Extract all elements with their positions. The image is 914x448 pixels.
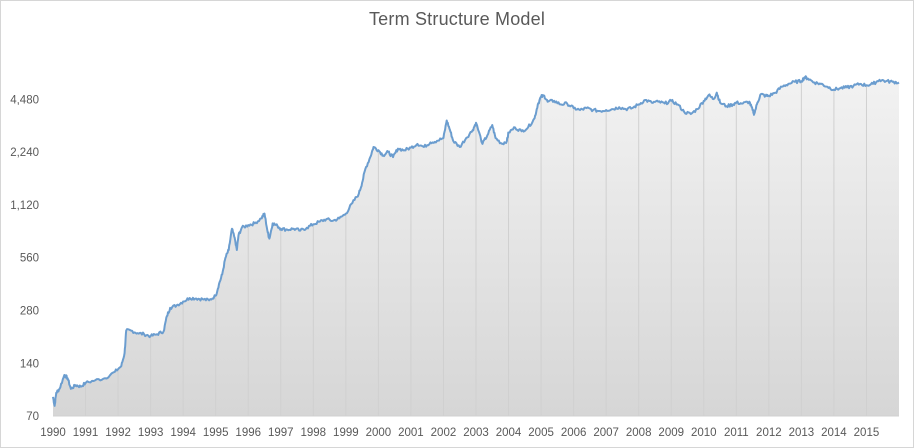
- x-tick-label: 1998: [301, 427, 327, 439]
- x-tick-label: 1992: [105, 427, 131, 439]
- y-axis: 70 140 280 560 1,120 2,240 4,480: [10, 94, 39, 423]
- y-tick-label: 140: [20, 358, 39, 370]
- y-tick-label: 4,480: [10, 94, 39, 106]
- x-tick-label: 2003: [463, 427, 489, 439]
- series-line-layer: [52, 75, 900, 407]
- x-tick-label: 2013: [789, 427, 815, 439]
- y-tick-label: 2,240: [10, 147, 39, 159]
- x-tick-label: 1997: [268, 427, 294, 439]
- x-tick-label: 2008: [626, 427, 652, 439]
- series-line: [52, 75, 900, 407]
- x-tick-label: 2001: [398, 427, 424, 439]
- x-tick-label: 2012: [756, 427, 782, 439]
- x-tick-label: 2009: [658, 427, 684, 439]
- y-tick-label: 70: [26, 411, 39, 423]
- x-tick-label: 1991: [73, 427, 99, 439]
- chart-title: Term Structure Model: [368, 9, 546, 29]
- x-tick-label: 1995: [203, 427, 229, 439]
- x-tick-label: 1990: [40, 427, 66, 439]
- x-tick-label: 1999: [333, 427, 359, 439]
- x-tick-label: 2014: [821, 427, 847, 439]
- x-tick-label: 2010: [691, 427, 717, 439]
- y-tick-label: 1,120: [10, 200, 39, 212]
- x-tick-label: 2000: [366, 427, 392, 439]
- x-tick-label: 1996: [235, 427, 261, 439]
- x-tick-label: 2007: [593, 427, 619, 439]
- year-gridlines: [85, 81, 867, 416]
- x-tick-label: 2005: [528, 427, 554, 439]
- x-tick-label: 1993: [138, 427, 164, 439]
- x-tick-label: 2002: [431, 427, 457, 439]
- x-axis: 1990 1991 1992 1993 1994 1995 1996 1997 1998 1999…: [40, 415, 899, 439]
- x-tick-label: 2015: [854, 427, 880, 439]
- y-tick-label: 560: [20, 253, 39, 265]
- x-tick-label: 2011: [724, 427, 749, 439]
- x-tick-label: 1994: [170, 427, 196, 439]
- x-tick-label: 2006: [561, 427, 587, 439]
- y-tick-label: 280: [20, 306, 39, 318]
- x-tick-label: 2004: [496, 427, 522, 439]
